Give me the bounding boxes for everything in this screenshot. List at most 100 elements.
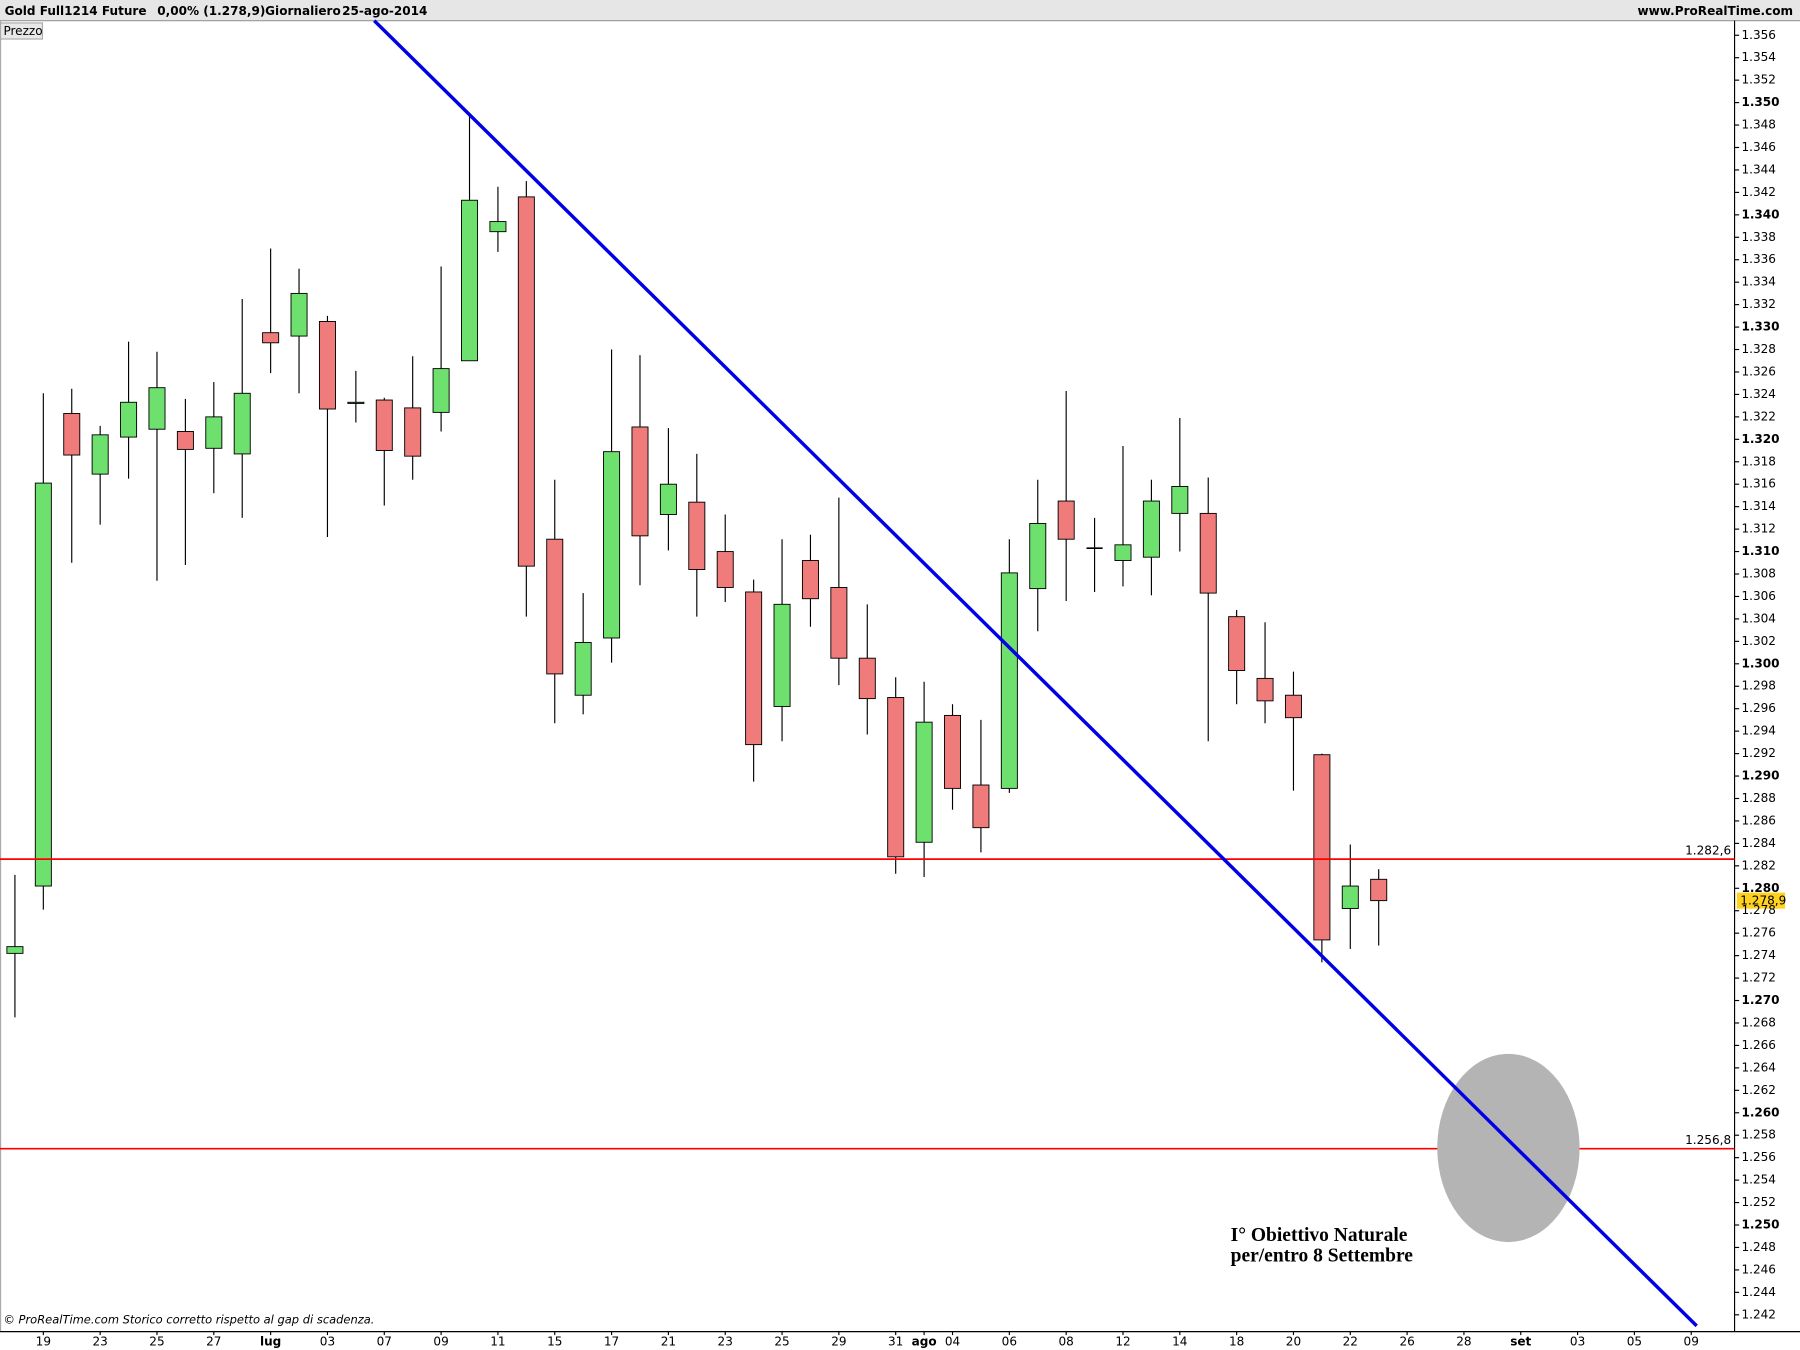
candle-body — [688, 501, 706, 570]
y-tick-label: 1.344 — [1741, 162, 1776, 176]
y-tick-label: 1.260 — [1741, 1105, 1779, 1119]
y-tick-label: 1.268 — [1741, 1015, 1776, 1029]
candle-body — [404, 407, 422, 457]
candle-body — [1256, 677, 1274, 702]
y-tick-label: 1.296 — [1741, 701, 1776, 715]
y-tick-label: 1.244 — [1741, 1285, 1776, 1299]
candle-body — [1341, 885, 1359, 909]
y-tick-label: 1.256 — [1741, 1150, 1776, 1164]
candle-body — [716, 551, 734, 588]
y-tick-label: 1.264 — [1741, 1060, 1776, 1074]
footer: © ProRealTime.com Storico corretto rispe… — [3, 1313, 374, 1327]
y-tick-label: 1.246 — [1741, 1262, 1776, 1276]
y-tick-label: 1.274 — [1741, 948, 1776, 962]
candle-body — [233, 392, 251, 455]
y-tick-label: 1.292 — [1741, 746, 1776, 760]
y-tick-label: 1.258 — [1741, 1128, 1776, 1142]
y-tick-label: 1.286 — [1741, 813, 1776, 827]
candle-body — [148, 387, 166, 430]
candle-body — [205, 416, 223, 449]
y-tick-label: 1.348 — [1741, 118, 1776, 132]
date: 25-ago-2014 — [342, 4, 427, 18]
y-tick-label: 1.352 — [1741, 73, 1776, 87]
x-tick-label: 22 — [1343, 1334, 1358, 1348]
y-tick-label: 1.316 — [1741, 477, 1776, 491]
candle-body — [944, 714, 962, 789]
y-tick-label: 1.326 — [1741, 364, 1776, 378]
candle-body — [887, 697, 905, 858]
x-tick-label: 08 — [1058, 1334, 1073, 1348]
y-tick-label: 1.312 — [1741, 522, 1776, 536]
candle-body — [1114, 544, 1132, 561]
y-tick-label: 1.318 — [1741, 454, 1776, 468]
overlay: 1.282,6 1.256,8 1.278,9 — [1685, 844, 1786, 1148]
x-tick-label: 20 — [1286, 1334, 1301, 1348]
chart-title: Gold Full1214 Future — [5, 4, 147, 18]
annotation-line: I° Obiettivo Naturale — [1231, 1225, 1408, 1246]
y-tick-label: 1.328 — [1741, 342, 1776, 356]
candle-body — [34, 482, 52, 887]
target-zone — [1437, 1053, 1580, 1243]
candle-body — [120, 401, 138, 438]
candle-body — [972, 784, 990, 829]
x-tick-label: 07 — [377, 1334, 392, 1348]
y-tick-label: 1.334 — [1741, 275, 1776, 289]
x-tick-label: 17 — [604, 1334, 619, 1348]
y-tick-label: 1.324 — [1741, 387, 1776, 401]
x-tick-label: 09 — [1684, 1334, 1699, 1348]
y-tick-label: 1.294 — [1741, 724, 1776, 738]
level-label: 1.282,6 — [1685, 844, 1731, 858]
y-tick-label: 1.322 — [1741, 409, 1776, 423]
y-tick-label: 1.346 — [1741, 140, 1776, 154]
candle-body — [659, 483, 677, 515]
y-tick-label: 1.276 — [1741, 926, 1776, 940]
candle-body — [1000, 572, 1018, 789]
candle-body — [432, 368, 450, 413]
y-tick-label: 1.288 — [1741, 791, 1776, 805]
x-tick-label: 25 — [774, 1334, 789, 1348]
x-tick-label: 23 — [92, 1334, 107, 1348]
period: Giornaliero — [265, 4, 341, 18]
y-tick-label: 1.252 — [1741, 1195, 1776, 1209]
level-label: 1.256,8 — [1685, 1133, 1731, 1147]
y-tick-label: 1.310 — [1741, 544, 1779, 558]
x-tick-label: 12 — [1115, 1334, 1130, 1348]
candle-body — [1284, 694, 1302, 719]
header-bar — [0, 0, 1800, 21]
y-tick-label: 1.270 — [1741, 993, 1779, 1007]
candle-body — [63, 413, 81, 456]
y-tick-label: 1.254 — [1741, 1173, 1776, 1187]
candle-body — [858, 657, 876, 700]
candle-body — [489, 221, 507, 233]
y-tick-label: 1.266 — [1741, 1038, 1776, 1052]
x-tick-label: 21 — [661, 1334, 676, 1348]
x-tick-label: 04 — [945, 1334, 960, 1348]
y-tick-label: 1.300 — [1741, 656, 1779, 670]
candle-body — [1313, 754, 1331, 941]
candle-body — [1199, 512, 1217, 594]
x-tick-label: 28 — [1456, 1334, 1471, 1348]
x-tick-label: 15 — [547, 1334, 562, 1348]
candle-body — [1171, 486, 1189, 514]
candle-body — [290, 292, 308, 337]
x-tick-label: 05 — [1627, 1334, 1642, 1348]
x-tick-label: 27 — [206, 1334, 221, 1348]
y-tick-label: 1.314 — [1741, 499, 1776, 513]
candle-body — [262, 332, 280, 344]
y-tick-label: 1.262 — [1741, 1083, 1776, 1097]
last-price-tag — [1736, 892, 1786, 909]
x-tick-label: 26 — [1399, 1334, 1414, 1348]
panel-label: Prezzo — [3, 24, 42, 38]
candle-body — [1228, 616, 1246, 671]
x-tick-label: lug — [260, 1334, 281, 1348]
x-tick-label: 11 — [490, 1334, 505, 1348]
candle-body — [773, 603, 791, 707]
y-tick-label: 1.280 — [1741, 881, 1779, 895]
x-tick-label: 31 — [888, 1334, 903, 1348]
candle-body — [1142, 500, 1160, 558]
candle-body — [461, 199, 479, 362]
y-tick-label: 1.242 — [1741, 1307, 1776, 1321]
candle-body — [6, 946, 24, 954]
candle-body — [915, 721, 933, 843]
